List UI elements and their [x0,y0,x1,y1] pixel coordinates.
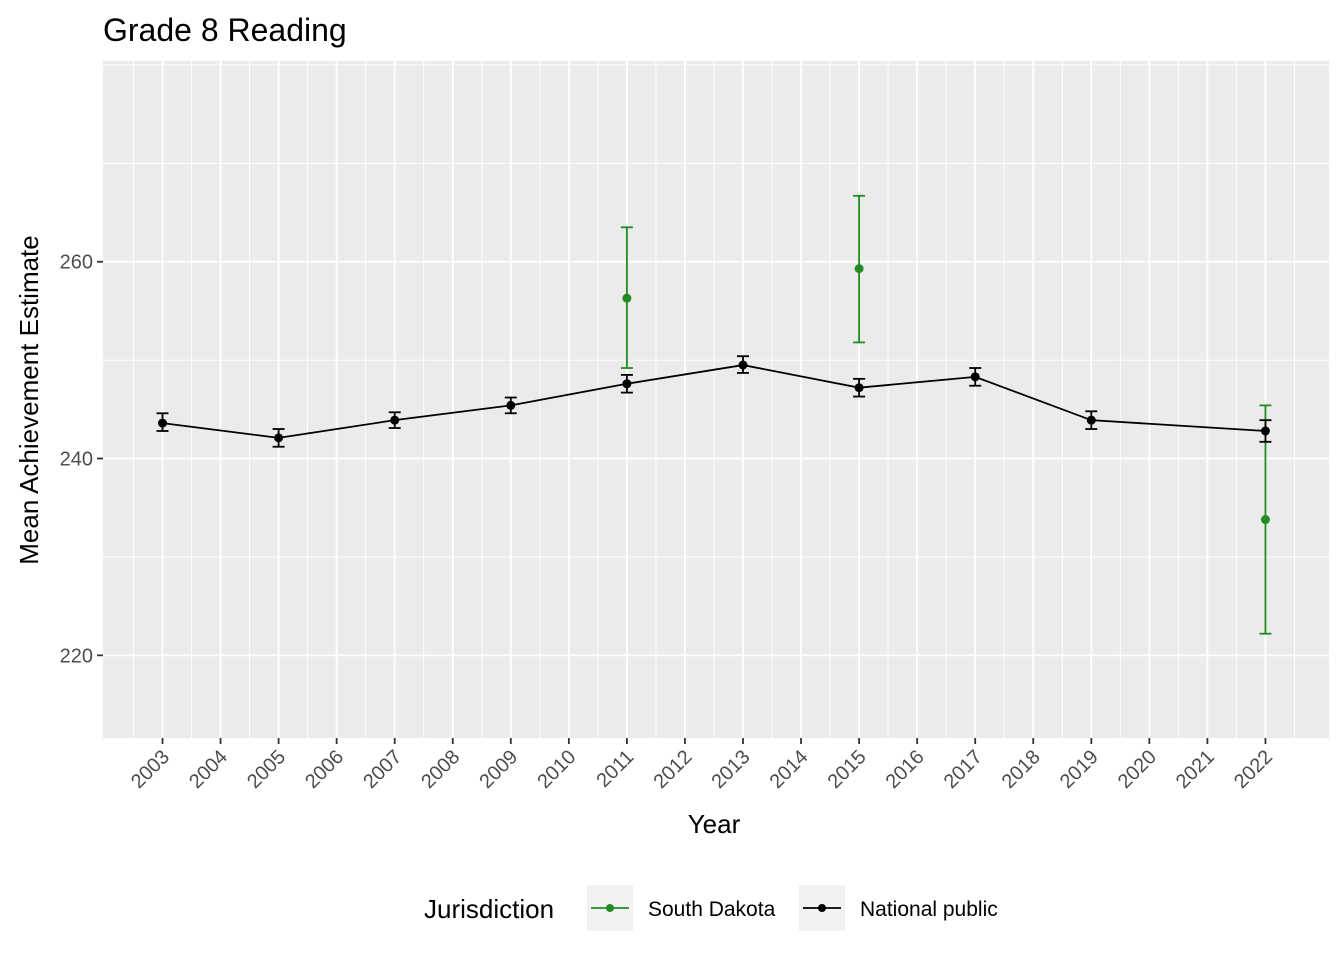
data-point [274,433,284,443]
x-axis: 2003 2004 2005 2006 2007 2008 2009 2010 2011 2012… [127,738,1277,793]
x-tick-label: 2013 [708,746,755,793]
legend-entry-national-public: National public [799,885,998,931]
legend-key-point [606,904,614,912]
x-tick-label: 2019 [1056,746,1103,793]
data-point [1086,415,1096,425]
data-point [1260,426,1270,436]
data-point [854,383,864,393]
x-tick-label: 2020 [1114,746,1161,793]
x-tick-label: 2005 [243,746,290,793]
plot-panel [103,61,1329,738]
data-point [1260,515,1270,525]
legend-entry-south-dakota: South Dakota [587,885,776,931]
grid-minor [103,61,1329,738]
x-tick-label: 2004 [185,746,232,793]
y-axis-title: Mean Achievement Estimate [14,235,44,565]
series-layer [156,194,1272,635]
data-point [970,372,980,382]
data-point [506,400,516,410]
x-tick-label: 2017 [940,746,987,793]
y-axis: 220 240 260 [60,252,103,667]
legend-label: National public [860,898,998,921]
x-tick-label: 2003 [127,746,174,793]
legend-title: Jurisdiction [424,894,554,924]
data-point [854,264,864,274]
x-tick-label: 2006 [301,746,348,793]
series-south-dakota [620,194,1272,635]
y-tick-label: 220 [60,645,93,667]
data-point [738,360,748,370]
x-axis-title: Year [688,809,741,839]
legend: Jurisdiction South Dakota National public [424,885,998,931]
x-tick-label: 2022 [1230,746,1277,793]
data-point [158,418,167,428]
chart-title: Grade 8 Reading [103,12,347,48]
x-tick-label: 2018 [998,746,1045,793]
x-tick-label: 2008 [417,746,464,793]
x-tick-label: 2021 [1172,746,1219,793]
data-point [622,379,632,389]
data-point [390,415,400,425]
x-tick-label: 2012 [649,746,696,793]
series-line [162,364,1266,439]
data-point [622,293,632,303]
x-tick-label: 2007 [359,746,406,793]
x-tick-label: 2009 [475,746,522,793]
legend-key-point [818,904,826,912]
x-tick-label: 2015 [824,746,871,793]
y-tick-label: 240 [60,449,93,471]
series-national-public [156,355,1272,448]
x-tick-label: 2011 [592,746,638,792]
x-tick-label: 2010 [533,746,580,793]
x-tick-label: 2016 [882,746,929,793]
legend-label: South Dakota [648,898,776,921]
x-tick-label: 2014 [766,746,813,793]
y-tick-label: 260 [60,252,93,274]
